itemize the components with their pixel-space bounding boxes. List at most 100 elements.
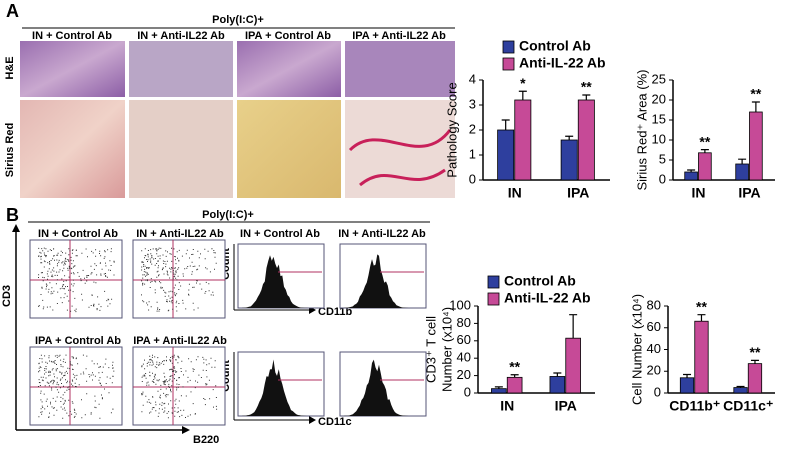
- y-tick-label: 20: [647, 363, 661, 378]
- bar: [684, 171, 698, 181]
- bar: [506, 376, 523, 394]
- error-bar: [738, 158, 747, 164]
- bar: [560, 139, 578, 181]
- legend-label: Control Ab: [519, 38, 591, 54]
- bar: [549, 376, 566, 394]
- plot-title: IN + Anti-IL22 Ab: [338, 228, 426, 240]
- error-bar: [582, 94, 591, 100]
- significance: **: [696, 298, 707, 314]
- x-tick-label: IN: [692, 185, 706, 201]
- legend-label: Control Ab: [504, 273, 576, 289]
- x-tick-label: IN: [508, 185, 522, 201]
- legend-label: Anti-IL-22 Ab: [519, 55, 606, 71]
- axis-label: CD11c: [318, 416, 352, 428]
- bar: [679, 377, 695, 394]
- y-tick-label: 2: [469, 121, 476, 136]
- arrow-head: [12, 224, 20, 232]
- micrograph: [237, 100, 341, 198]
- y-tick-label: 20: [457, 367, 471, 382]
- y-tick-label: 0: [659, 171, 666, 186]
- bar: [565, 337, 581, 394]
- scatter-dots: [141, 354, 218, 419]
- y-tick-label: 60: [457, 332, 471, 347]
- y-tick-label: 0: [654, 384, 661, 399]
- column-label: IPA + Anti-IL22 Ab: [352, 30, 446, 42]
- y-axis-label: Pathology Score: [444, 82, 459, 177]
- arrow-head: [182, 426, 190, 434]
- legend-swatch: [502, 57, 515, 71]
- x-tick-label: IPA: [555, 398, 577, 414]
- bar: [491, 388, 507, 394]
- histogram-shape: [242, 255, 312, 308]
- column-label: IPA + Control Ab: [245, 30, 331, 42]
- scatter-frame: [29, 239, 123, 319]
- bar: [577, 99, 595, 181]
- plot-title: IN + Control Ab: [240, 228, 320, 240]
- y-tick-label: 40: [457, 350, 471, 365]
- error-bar: [510, 374, 519, 378]
- error-bar: [518, 90, 527, 100]
- y-tick-label: 60: [647, 319, 661, 334]
- significance: **: [699, 133, 710, 149]
- y-tick-label: 100: [449, 297, 471, 312]
- error-bar: [683, 373, 692, 378]
- bar: [497, 129, 515, 181]
- error-bar: [751, 101, 760, 112]
- panel-label: B: [6, 205, 19, 225]
- collagen-stain: [348, 129, 452, 187]
- y-tick-label: 3: [469, 96, 476, 111]
- scatter-dots: [38, 247, 115, 313]
- bar: [514, 99, 532, 181]
- plot-title: IN + Anti-IL22 Ab: [136, 228, 224, 240]
- bar: [694, 320, 709, 394]
- y-tick-label: 80: [457, 315, 471, 330]
- significance: **: [750, 344, 761, 360]
- x-tick-label: CD11b⁺: [669, 398, 720, 414]
- scatter-dots: [141, 247, 217, 312]
- scatter-frame: [132, 346, 226, 426]
- error-bar: [750, 359, 759, 364]
- treatment-label: Poly(I:C)+: [202, 209, 254, 221]
- plot-title: IN + Control Ab: [38, 228, 118, 240]
- bar: [735, 163, 749, 181]
- y-tick-label: 0: [464, 384, 471, 399]
- legend-label: Anti-IL-22 Ab: [504, 290, 591, 306]
- row-label: Sirius Red: [4, 123, 16, 177]
- y-tick-label: 4: [469, 71, 476, 86]
- x-tick-label: CD11c⁺: [723, 398, 773, 414]
- y-tick-label: 80: [647, 297, 661, 312]
- flow-plots: [29, 239, 427, 426]
- micrograph: [20, 41, 125, 97]
- histogram-shape: [344, 254, 414, 308]
- error-bar: [501, 119, 510, 130]
- y-axis-label: CD3⁺ T cell: [423, 316, 438, 383]
- error-bar: [697, 314, 706, 322]
- y-tick-label: 1: [469, 146, 476, 161]
- significance: **: [750, 86, 761, 102]
- x-tick-label: IPA: [738, 185, 760, 201]
- plot-title: IPA + Anti-IL22 Ab: [133, 335, 227, 347]
- bar: [733, 387, 748, 394]
- y-tick-label: 20: [652, 91, 666, 106]
- y-tick-label: 0: [469, 171, 476, 186]
- micrograph: [345, 41, 455, 97]
- micrograph: [129, 41, 233, 97]
- error-bar: [569, 314, 578, 339]
- significance: **: [581, 79, 592, 95]
- column-label: IN + Control Ab: [32, 30, 112, 42]
- y-tick-label: 25: [652, 71, 666, 86]
- y-axis-label: Cell Number (x10⁴): [629, 294, 644, 405]
- error-bar: [494, 386, 503, 389]
- error-bar: [565, 135, 574, 140]
- scatter-frame: [132, 239, 226, 319]
- legend-swatch: [502, 40, 515, 54]
- significance: *: [520, 75, 526, 91]
- bar: [698, 152, 712, 181]
- micrographs: [20, 41, 455, 198]
- micrograph: [237, 41, 341, 97]
- error-bar: [736, 385, 745, 388]
- histogram-shape: [344, 359, 414, 416]
- micrograph: [129, 100, 233, 198]
- legend-swatch: [487, 275, 500, 289]
